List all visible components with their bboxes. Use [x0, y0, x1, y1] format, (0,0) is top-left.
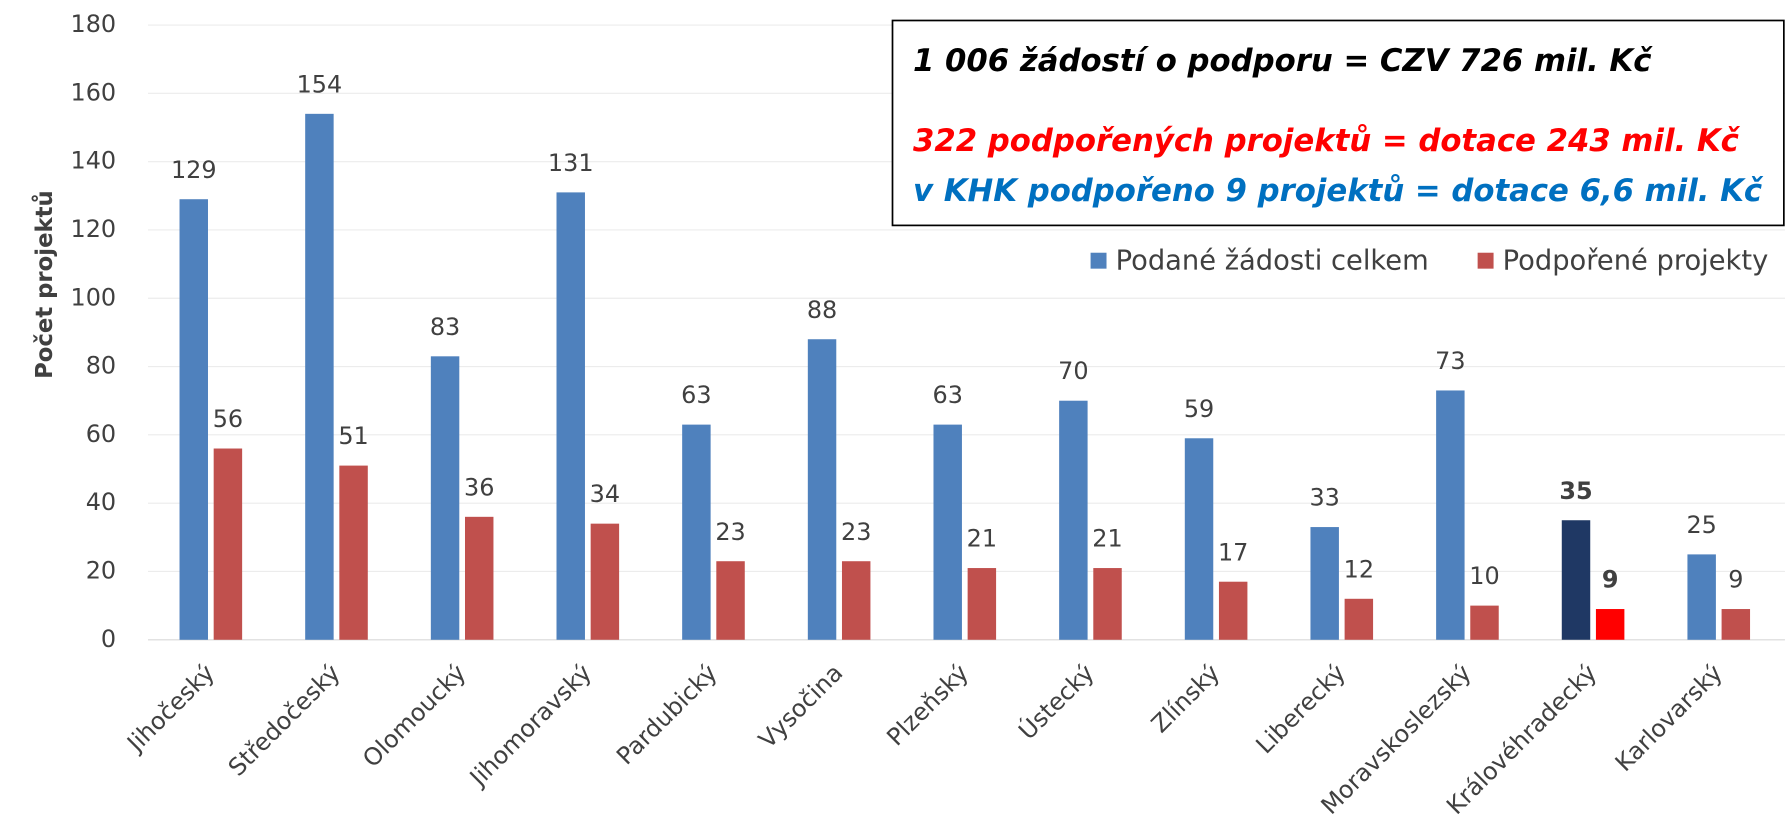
- data-label: 9: [1602, 566, 1619, 594]
- annotation-box: [891, 19, 1785, 227]
- data-label: 33: [1309, 484, 1339, 512]
- bar: [430, 356, 460, 640]
- bar: [1721, 609, 1751, 640]
- legend-label: Podané žádosti celkem: [1116, 245, 1429, 276]
- data-label: 21: [1092, 525, 1122, 553]
- bar: [305, 113, 334, 640]
- y-tick-label: 180: [71, 10, 117, 38]
- y-tick-label: 0: [101, 625, 116, 653]
- data-label: 59: [1184, 395, 1214, 423]
- data-label: 17: [1218, 538, 1248, 566]
- bar: [1344, 598, 1374, 640]
- annotation: v KHK podpořeno 9 projektů = dotace 6,6 …: [913, 173, 1764, 209]
- bar: [590, 523, 620, 640]
- data-label: 51: [338, 422, 368, 450]
- bar: [682, 424, 711, 640]
- bar: [556, 192, 585, 640]
- data-label: 25: [1686, 511, 1716, 539]
- data-label: 83: [430, 313, 460, 341]
- data-label: 70: [1058, 357, 1088, 385]
- data-label: 36: [464, 473, 494, 501]
- bar: [213, 448, 243, 640]
- data-label: 131: [548, 149, 594, 177]
- legend-swatch: [1477, 252, 1494, 269]
- annotation: 1 006 žádostí o podporu = CZV 726 mil. K…: [913, 43, 1653, 79]
- y-tick-label: 60: [86, 420, 116, 448]
- x-tick-label: Jihomoravský: [463, 659, 597, 793]
- data-label: 129: [171, 156, 217, 184]
- bar: [1184, 438, 1214, 640]
- data-label: 12: [1344, 555, 1374, 583]
- data-label: 34: [590, 480, 620, 508]
- data-label: 23: [841, 518, 871, 546]
- y-tick-label: 160: [71, 78, 117, 106]
- annotation: 322 podpořených projektů = dotace 243 mi…: [913, 123, 1741, 159]
- y-tick-label: 120: [71, 215, 117, 243]
- bar: [1093, 568, 1122, 640]
- y-tick-label: 100: [71, 283, 117, 311]
- bar: [1561, 520, 1591, 640]
- y-tick-label: 40: [86, 488, 116, 516]
- x-tick-label: Plzeňský: [881, 659, 974, 752]
- x-tick-label: Zlínský: [1146, 659, 1225, 738]
- data-label: 9: [1728, 566, 1743, 594]
- bar: [967, 568, 997, 640]
- bar: [464, 516, 494, 640]
- bar: [1218, 581, 1248, 640]
- bar: [841, 561, 871, 640]
- data-label: 63: [681, 381, 711, 409]
- data-label: 63: [933, 381, 963, 409]
- data-label: 10: [1469, 562, 1499, 590]
- bar: [179, 199, 208, 640]
- x-tick-label: Karlovarský: [1610, 659, 1728, 777]
- data-label: 73: [1435, 347, 1465, 375]
- x-tick-label: Ústecký: [1012, 657, 1100, 745]
- bar: [339, 465, 368, 640]
- bar: [1436, 390, 1465, 640]
- bar: [807, 339, 837, 640]
- legend-swatch: [1090, 252, 1107, 269]
- x-tick-label: Pardubický: [611, 659, 723, 771]
- data-label: 21: [967, 525, 997, 553]
- y-tick-label: 140: [71, 147, 117, 175]
- legend-label: Podpořené projekty: [1503, 245, 1769, 276]
- bar: [1595, 609, 1625, 640]
- x-tick-label: Středočeský: [223, 659, 346, 782]
- data-label: 35: [1559, 477, 1592, 505]
- data-label: 154: [297, 70, 343, 98]
- bar: [716, 561, 745, 640]
- data-label: 56: [213, 405, 243, 433]
- x-tick-label: Vysočina: [753, 659, 848, 754]
- bar: [933, 424, 962, 640]
- x-tick-label: Olomoucký: [357, 659, 471, 773]
- y-tick-label: 80: [86, 352, 116, 380]
- x-tick-label: Jihočeský: [120, 659, 220, 759]
- y-tick-label: 20: [86, 556, 116, 584]
- bar: [1059, 400, 1088, 640]
- data-label: 88: [807, 296, 837, 324]
- bar: [1470, 605, 1499, 640]
- x-tick-label: Liberecký: [1250, 659, 1350, 759]
- data-label: 23: [715, 518, 745, 546]
- y-axis-label: Počet projektů: [31, 190, 58, 379]
- bar: [1310, 527, 1339, 640]
- bar: [1687, 554, 1716, 640]
